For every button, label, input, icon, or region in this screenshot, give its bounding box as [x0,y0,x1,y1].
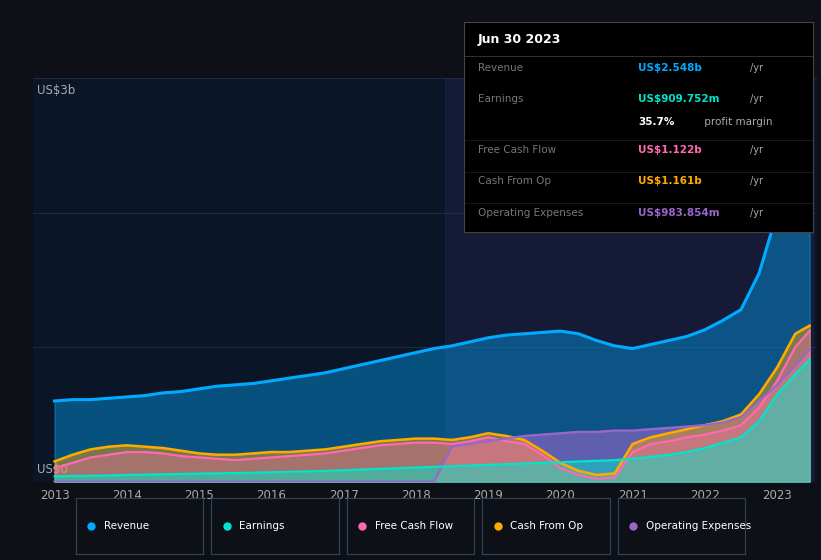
Text: profit margin: profit margin [701,118,773,128]
Text: Cash From Op: Cash From Op [478,176,551,186]
Text: Revenue: Revenue [104,521,149,531]
Text: /yr: /yr [750,94,763,104]
Text: Earnings: Earnings [478,94,523,104]
Text: US$983.854m: US$983.854m [639,208,720,218]
Text: Free Cash Flow: Free Cash Flow [478,144,556,155]
Text: US$1.161b: US$1.161b [639,176,702,186]
Text: Operating Expenses: Operating Expenses [646,521,751,531]
Text: US$2.548b: US$2.548b [639,63,702,73]
Text: Earnings: Earnings [240,521,285,531]
Text: Jun 30 2023: Jun 30 2023 [478,33,562,46]
Text: /yr: /yr [750,208,763,218]
Text: Operating Expenses: Operating Expenses [478,208,583,218]
Bar [445,78,814,482]
Text: US$909.752m: US$909.752m [639,94,720,104]
Text: /yr: /yr [750,176,763,186]
Text: Revenue: Revenue [478,63,523,73]
Text: US$0: US$0 [37,463,67,475]
Text: /yr: /yr [750,63,763,73]
Text: Cash From Op: Cash From Op [511,521,584,531]
Text: /yr: /yr [750,144,763,155]
Text: US$1.122b: US$1.122b [639,144,702,155]
Text: US$3b: US$3b [37,85,75,97]
Text: Free Cash Flow: Free Cash Flow [375,521,453,531]
Text: 35.7%: 35.7% [639,118,675,128]
